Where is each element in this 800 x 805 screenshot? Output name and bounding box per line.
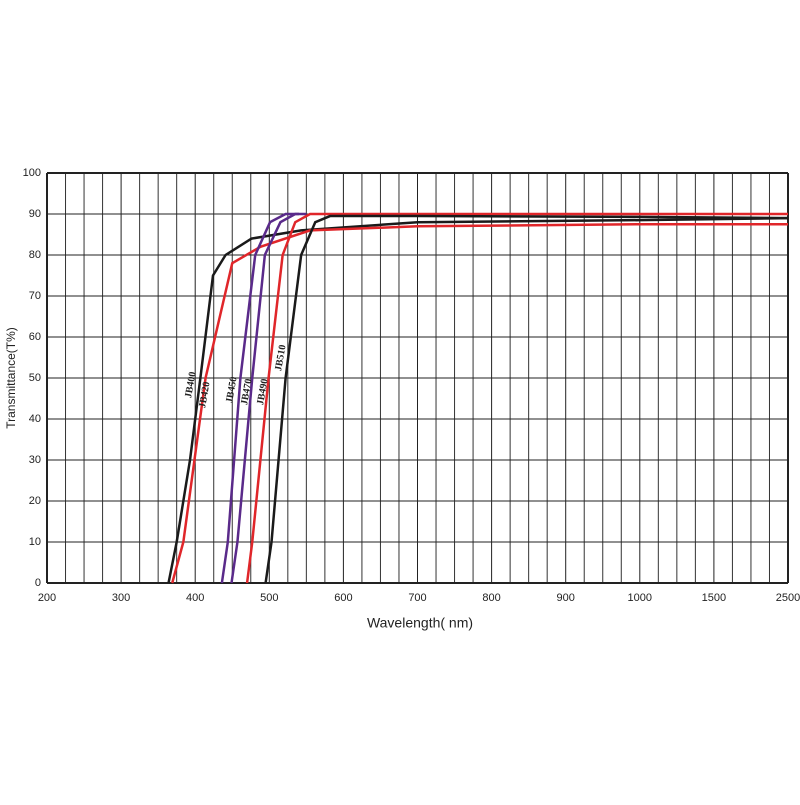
series-line [245,212,788,584]
y-tick-label: 80 [29,249,41,261]
series-label: JB490 [255,378,270,406]
y-axis-label: Transmittance(T%) [4,327,18,429]
y-tick-label: 0 [35,577,41,589]
series-label: JB470 [239,378,254,406]
x-tick-label: 900 [557,592,575,604]
x-tick-label: 2500 [776,592,800,604]
y-tick-label: 30 [29,454,41,466]
series-label: JB450 [224,376,239,404]
x-tick-label: 700 [408,592,426,604]
y-tick-label: 70 [29,290,41,302]
x-axis-label: Wavelength( nm) [367,615,473,631]
x-tick-label: 200 [38,592,56,604]
y-tick-label: 100 [23,167,41,179]
y-tick-label: 60 [29,331,41,343]
y-tick-label: 40 [29,413,41,425]
y-tick-label: 90 [29,208,41,220]
series-label: JB400 [183,371,198,399]
x-tick-label: 1000 [628,592,652,604]
x-tick-label: 400 [186,592,204,604]
series-label: JB510 [273,344,288,372]
x-tick-label: 300 [112,592,130,604]
y-tick-label: 20 [29,495,41,507]
series-label: JB420 [197,381,212,409]
series-line [167,216,789,584]
y-tick-label: 50 [29,372,41,384]
series-line [230,212,307,584]
series-line [171,223,788,584]
x-tick-label: 500 [260,592,278,604]
x-tick-label: 800 [482,592,500,604]
series-line [220,212,299,584]
x-tick-label: 600 [334,592,352,604]
y-tick-label: 10 [29,536,41,548]
x-tick-label: 1500 [702,592,726,604]
series-line [264,214,789,584]
